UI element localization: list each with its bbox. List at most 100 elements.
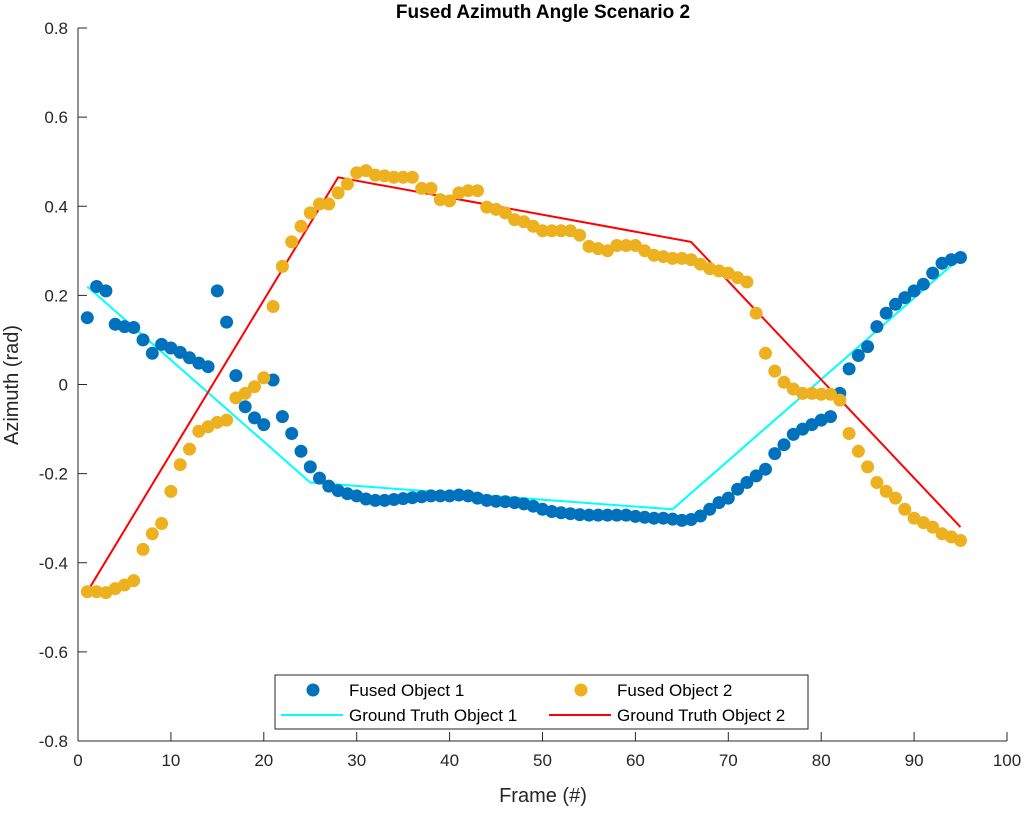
data-point <box>759 462 772 476</box>
data-point <box>248 411 261 425</box>
data-point <box>861 340 875 354</box>
data-point <box>573 228 587 242</box>
x-tick-label: 60 <box>626 751 645 770</box>
data-point <box>313 471 326 485</box>
legend-label: Ground Truth Object 1 <box>349 706 517 725</box>
data-point <box>824 410 837 424</box>
x-tick-label: 80 <box>812 751 831 770</box>
legend: Fused Object 1 Fused Object 2 Ground Truth… <box>274 674 809 730</box>
data-point <box>443 194 457 208</box>
data-point <box>879 306 893 320</box>
data-point <box>489 494 503 508</box>
data-point <box>183 442 196 456</box>
data-point <box>229 369 243 383</box>
data-point <box>155 517 169 530</box>
data-point <box>303 460 317 474</box>
data-point <box>257 371 271 385</box>
data-point <box>759 346 772 360</box>
data-point <box>926 520 940 534</box>
data-point <box>275 259 289 273</box>
data-point <box>814 387 828 401</box>
data-point <box>424 181 438 195</box>
data-point <box>647 511 661 525</box>
data-point <box>954 534 967 547</box>
data-point <box>861 460 875 474</box>
data-point <box>731 482 745 496</box>
data-point <box>433 489 447 503</box>
data-point <box>545 224 559 238</box>
data-point <box>536 224 549 238</box>
series-points-1 <box>80 251 967 527</box>
x-tick-label: 20 <box>254 751 273 770</box>
data-point <box>173 458 187 472</box>
y-tick-label: 0.8 <box>44 19 68 38</box>
data-point <box>368 493 382 507</box>
data-point <box>99 284 113 298</box>
data-point <box>870 476 884 489</box>
data-point <box>80 585 94 599</box>
data-point <box>777 438 791 452</box>
data-point <box>582 508 596 522</box>
series-line-4 <box>86 176 962 593</box>
data-point <box>740 476 754 489</box>
y-tick-label: -0.4 <box>39 554 68 573</box>
x-axis-title: Frame (#) <box>499 785 587 807</box>
data-point <box>127 574 141 588</box>
data-point <box>907 284 921 298</box>
data-point <box>851 349 865 362</box>
data-point <box>340 177 354 191</box>
data-point <box>136 542 150 556</box>
data-point <box>201 360 215 374</box>
data-point <box>424 489 438 503</box>
data-point <box>220 413 234 427</box>
data-point <box>889 491 902 505</box>
legend-item-4: Ground Truth Object 2 <box>549 706 785 725</box>
x-tick-label: 10 <box>161 751 180 770</box>
axes-layer: 0 10 20 30 40 50 60 70 80 90 100 -0.8 -0.6 -0.4 -0.2 0 0… <box>39 19 1021 770</box>
data-point <box>257 418 271 432</box>
data-point <box>285 235 299 249</box>
y-tick-label: -0.8 <box>39 732 68 751</box>
data-point <box>266 300 280 313</box>
data-point <box>238 400 252 414</box>
data-point <box>164 484 178 498</box>
data-point <box>601 508 614 522</box>
data-point <box>666 251 680 265</box>
data-point <box>824 387 837 401</box>
data-point <box>220 315 234 329</box>
data-point <box>415 181 429 195</box>
data-point <box>294 444 308 458</box>
data-point <box>693 509 707 523</box>
data-point <box>916 277 930 291</box>
x-tick-label: 100 <box>993 751 1021 770</box>
x-tick-label: 90 <box>905 751 924 770</box>
data-point <box>889 297 902 311</box>
x-tick-label: 40 <box>440 751 459 770</box>
data-point <box>145 346 159 360</box>
data-point <box>703 502 717 516</box>
data-point <box>619 239 633 252</box>
data-point <box>127 321 141 334</box>
legend-label: Fused Object 1 <box>349 681 464 700</box>
data-point <box>322 197 336 211</box>
data-point <box>303 206 317 220</box>
data-point <box>740 275 754 289</box>
data-point <box>145 527 159 541</box>
data-point <box>842 427 856 440</box>
data-point <box>870 320 884 334</box>
y-tick-label: 0.4 <box>44 197 68 216</box>
data-point <box>749 469 763 483</box>
data-point <box>954 251 967 264</box>
data-point <box>387 170 401 184</box>
x-tick-label: 0 <box>73 751 82 770</box>
legend-item-3: Ground Truth Object 1 <box>281 706 517 725</box>
data-point <box>368 168 382 182</box>
data-point <box>749 306 763 320</box>
x-tick-label: 50 <box>533 751 552 770</box>
data-point <box>461 184 475 198</box>
y-tick-label: 0 <box>59 376 68 395</box>
data-point <box>898 291 912 305</box>
data-point <box>842 362 856 376</box>
